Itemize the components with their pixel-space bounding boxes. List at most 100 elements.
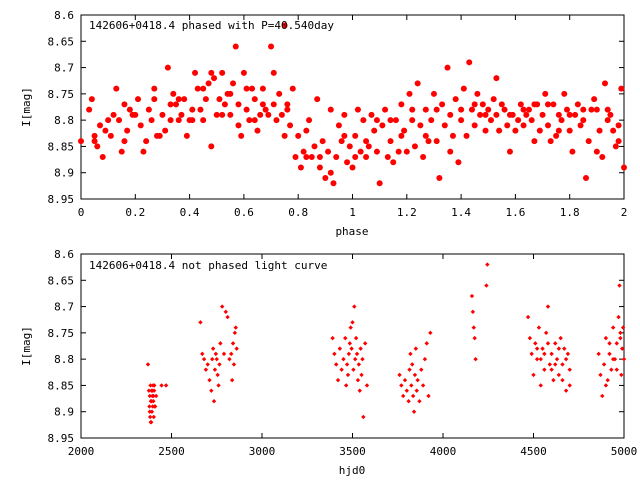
data-point xyxy=(284,101,291,108)
data-point xyxy=(468,106,475,113)
data-point xyxy=(208,143,215,150)
data-point xyxy=(506,111,513,118)
data-point xyxy=(560,377,565,383)
data-point xyxy=(137,122,144,129)
data-point xyxy=(341,111,348,118)
data-point xyxy=(379,122,386,129)
data-point xyxy=(569,148,576,155)
data-point xyxy=(610,127,617,134)
data-point xyxy=(482,127,489,134)
data-point xyxy=(126,106,133,113)
data-point xyxy=(420,153,427,160)
data-point xyxy=(330,180,337,187)
data-point xyxy=(232,330,238,336)
data-point xyxy=(91,138,98,145)
x-tick-label: 5000 xyxy=(611,445,638,458)
data-point xyxy=(251,117,258,124)
data-point xyxy=(411,143,418,150)
data-point xyxy=(352,153,359,160)
x-axis-label: phase xyxy=(335,225,368,238)
data-point xyxy=(610,325,616,330)
data-point xyxy=(538,356,543,362)
data-point xyxy=(506,148,513,155)
data-point xyxy=(200,117,207,124)
y-tick-label: 8.9 xyxy=(54,406,74,419)
data-point xyxy=(341,356,346,362)
data-point xyxy=(536,127,543,134)
data-point xyxy=(205,80,212,87)
data-point xyxy=(361,414,366,420)
data-point xyxy=(517,101,524,108)
data-point xyxy=(243,106,250,113)
y-axis-label: I[mag] xyxy=(20,326,33,366)
data-point xyxy=(251,96,258,103)
data-point xyxy=(211,399,217,404)
data-point xyxy=(273,117,280,124)
data-point xyxy=(189,106,196,113)
data-point xyxy=(147,414,153,420)
data-point xyxy=(420,383,426,388)
data-point xyxy=(229,377,235,383)
data-point xyxy=(473,356,478,362)
data-point xyxy=(471,325,476,330)
data-point xyxy=(113,85,120,92)
data-point xyxy=(593,148,600,155)
data-point xyxy=(398,132,405,139)
data-point xyxy=(354,106,361,113)
data-point xyxy=(78,138,84,145)
x-tick-label: 3500 xyxy=(339,445,366,458)
data-point xyxy=(426,393,431,399)
data-point xyxy=(110,111,117,118)
data-point xyxy=(140,148,147,155)
data-point xyxy=(219,304,225,309)
data-point xyxy=(515,117,522,124)
data-point xyxy=(409,117,416,124)
data-points xyxy=(78,22,627,187)
data-point xyxy=(566,127,573,134)
data-point xyxy=(550,101,557,108)
data-point xyxy=(231,362,237,367)
data-point xyxy=(455,159,462,166)
data-point xyxy=(246,117,253,124)
data-point xyxy=(332,351,337,357)
data-point xyxy=(227,356,232,362)
data-point xyxy=(173,101,180,108)
data-point xyxy=(347,341,352,346)
y-tick-label: 8.6 xyxy=(54,248,74,261)
y-axis-label: I[mag] xyxy=(20,87,33,127)
data-point xyxy=(543,330,549,336)
data-point xyxy=(538,383,543,388)
data-point xyxy=(574,101,581,108)
data-point xyxy=(401,127,408,134)
data-point xyxy=(585,138,592,145)
data-point xyxy=(197,106,204,113)
data-point xyxy=(259,101,266,108)
data-point xyxy=(605,377,610,383)
data-point xyxy=(545,341,551,346)
data-point xyxy=(227,90,234,97)
data-point xyxy=(162,127,169,134)
y-tick-label: 8.7 xyxy=(54,301,74,314)
data-point xyxy=(289,85,296,92)
data-point xyxy=(452,96,459,103)
data-point xyxy=(610,356,616,362)
data-point xyxy=(201,356,207,362)
data-point xyxy=(404,388,409,393)
data-point xyxy=(403,148,410,155)
data-point xyxy=(200,85,207,92)
data-point xyxy=(536,325,542,330)
data-point xyxy=(566,111,573,118)
data-point xyxy=(604,106,611,113)
data-point xyxy=(444,64,451,71)
data-point xyxy=(560,362,565,367)
data-point xyxy=(257,111,264,118)
data-point xyxy=(363,138,370,145)
data-point xyxy=(303,127,310,134)
data-point xyxy=(99,153,106,160)
data-point xyxy=(118,148,125,155)
data-point xyxy=(364,383,370,388)
data-point xyxy=(219,69,226,76)
data-point xyxy=(553,341,558,346)
data-point xyxy=(349,164,356,171)
